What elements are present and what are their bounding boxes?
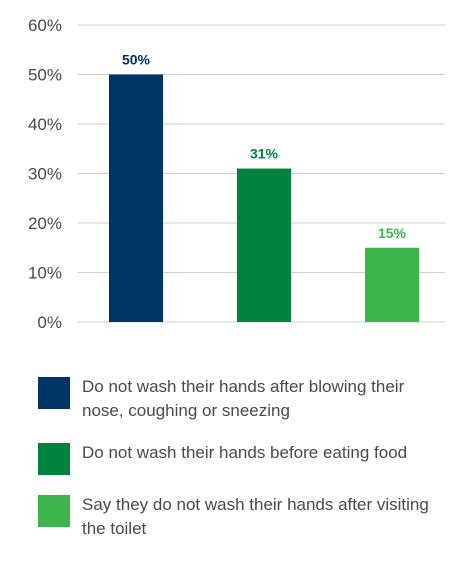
bar [365, 247, 419, 322]
bar-data-label: 31% [250, 146, 279, 162]
data-labels: 50% 31% 15% [122, 52, 407, 241]
legend-item: Do not wash their hands before eating fo… [38, 441, 448, 475]
legend-swatch [38, 377, 70, 409]
bar-data-label: 50% [122, 52, 151, 68]
legend-item: Say they do not wash their hands after v… [38, 493, 448, 541]
legend-swatch [38, 443, 70, 475]
y-axis-tick-labels: 0% 10% 20% 30% 40% 50% 60% [28, 16, 62, 332]
bar [109, 74, 163, 322]
legend-label: Do not wash their hands after blowing th… [82, 377, 405, 420]
bar-data-label: 15% [378, 225, 407, 241]
legend-item: Do not wash their hands after blowing th… [38, 375, 448, 423]
y-tick-label: 20% [28, 214, 62, 233]
y-tick-label: 30% [28, 165, 62, 184]
y-tick-label: 50% [28, 66, 62, 85]
legend: Do not wash their hands after blowing th… [38, 375, 448, 559]
bar-chart: 0% 10% 20% 30% 40% 50% 60% 50% 31% 15% [28, 16, 445, 332]
y-tick-label: 0% [37, 313, 62, 332]
y-tick-label: 40% [28, 115, 62, 134]
legend-label: Do not wash their hands before eating fo… [82, 443, 408, 462]
bars [109, 74, 419, 322]
legend-swatch [38, 495, 70, 527]
y-tick-label: 60% [28, 16, 62, 35]
legend-label: Say they do not wash their hands after v… [82, 495, 429, 538]
y-tick-label: 10% [28, 264, 62, 283]
bar [237, 168, 291, 322]
